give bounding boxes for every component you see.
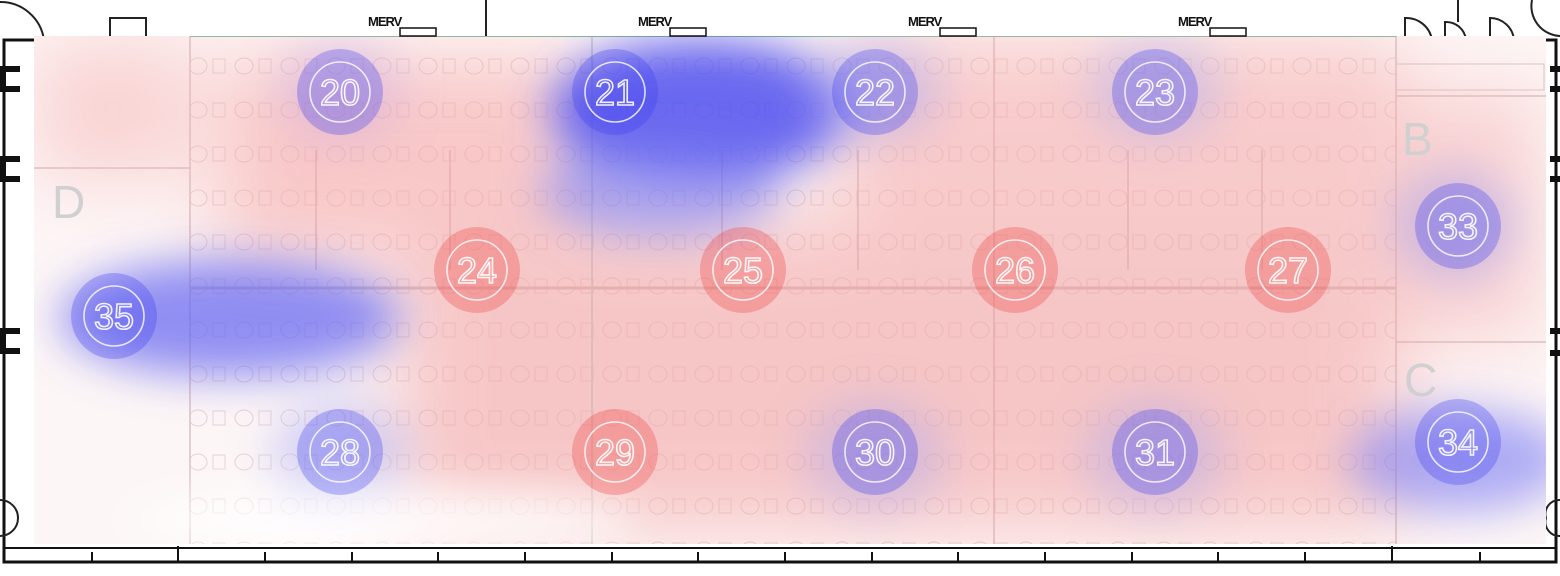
sensor-ring: [1427, 411, 1489, 473]
sensor-ring: [309, 61, 371, 123]
sensor-23[interactable]: 23: [1112, 49, 1198, 135]
heatmap-layer: [34, 40, 1546, 544]
sensor-30[interactable]: 30: [832, 409, 918, 495]
sensor-21[interactable]: 21: [572, 49, 658, 135]
sensor-label: 24: [457, 250, 497, 291]
equipment-label: MERV: [908, 14, 943, 29]
equipment-label: MERV: [1178, 14, 1213, 29]
sensor-label: 22: [855, 72, 895, 113]
sensor-ring: [83, 285, 145, 347]
sensor-label: 28: [320, 432, 360, 473]
sensor-markers: 20 21 22 23 24 25 26 27 28 29 30 31 33 34 35: [71, 49, 1501, 495]
zone-d-label: D: [52, 176, 85, 228]
sensor-34[interactable]: 34: [1415, 399, 1501, 485]
zone-labels: B C D: [52, 113, 1437, 406]
sensor-label: 21: [595, 72, 635, 113]
equipment-unit: MERV: [908, 14, 977, 37]
sensor-label: 33: [1438, 206, 1478, 247]
sensor-ring: [712, 239, 774, 301]
sensor-26[interactable]: 26: [972, 227, 1058, 313]
sensor-ring: [309, 421, 371, 483]
sensor-label: 35: [94, 296, 134, 337]
sensor-ring: [446, 239, 508, 301]
sensor-ring: [844, 421, 906, 483]
sensor-ring: [584, 61, 646, 123]
equipment-unit: MERV: [638, 14, 707, 37]
sensor-24[interactable]: 24: [434, 227, 520, 313]
sensor-label: 27: [1268, 250, 1308, 291]
sensor-ring: [1124, 421, 1186, 483]
equipment-labels: MERV MERV MERV MERV: [368, 14, 1247, 37]
sensor-label: 20: [320, 72, 360, 113]
equipment-unit: MERV: [1178, 14, 1247, 37]
sensor-label: 29: [595, 432, 635, 473]
sensor-28[interactable]: 28: [297, 409, 383, 495]
sensor-label: 23: [1135, 72, 1175, 113]
zone-c-label: C: [1404, 354, 1437, 406]
zone-b-label: B: [1402, 113, 1433, 165]
sensor-31[interactable]: 31: [1112, 409, 1198, 495]
sensor-label: 30: [855, 432, 895, 473]
sensor-35[interactable]: 35: [71, 273, 157, 359]
sensor-ring: [1124, 61, 1186, 123]
sensor-ring: [584, 421, 646, 483]
sensor-25[interactable]: 25: [700, 227, 786, 313]
wall-columns: [0, 66, 1560, 356]
sensor-ring: [844, 61, 906, 123]
equipment-label: MERV: [638, 14, 673, 29]
sensor-label: 25: [723, 250, 763, 291]
bottom-wall-ticks: [91, 546, 1481, 562]
sensor-27[interactable]: 27: [1245, 227, 1331, 313]
sensor-33[interactable]: 33: [1415, 183, 1501, 269]
sensor-label: 34: [1438, 422, 1478, 463]
equipment-unit: MERV: [368, 14, 437, 37]
sensor-label: 26: [995, 250, 1035, 291]
equipment-label: MERV: [368, 14, 403, 29]
sensor-29[interactable]: 29: [572, 409, 658, 495]
sensor-20[interactable]: 20: [297, 49, 383, 135]
sensor-label: 31: [1135, 432, 1175, 473]
sensor-22[interactable]: 22: [832, 49, 918, 135]
sensor-ring: [1257, 239, 1319, 301]
sensor-ring: [1427, 195, 1489, 257]
sensor-ring: [984, 239, 1046, 301]
